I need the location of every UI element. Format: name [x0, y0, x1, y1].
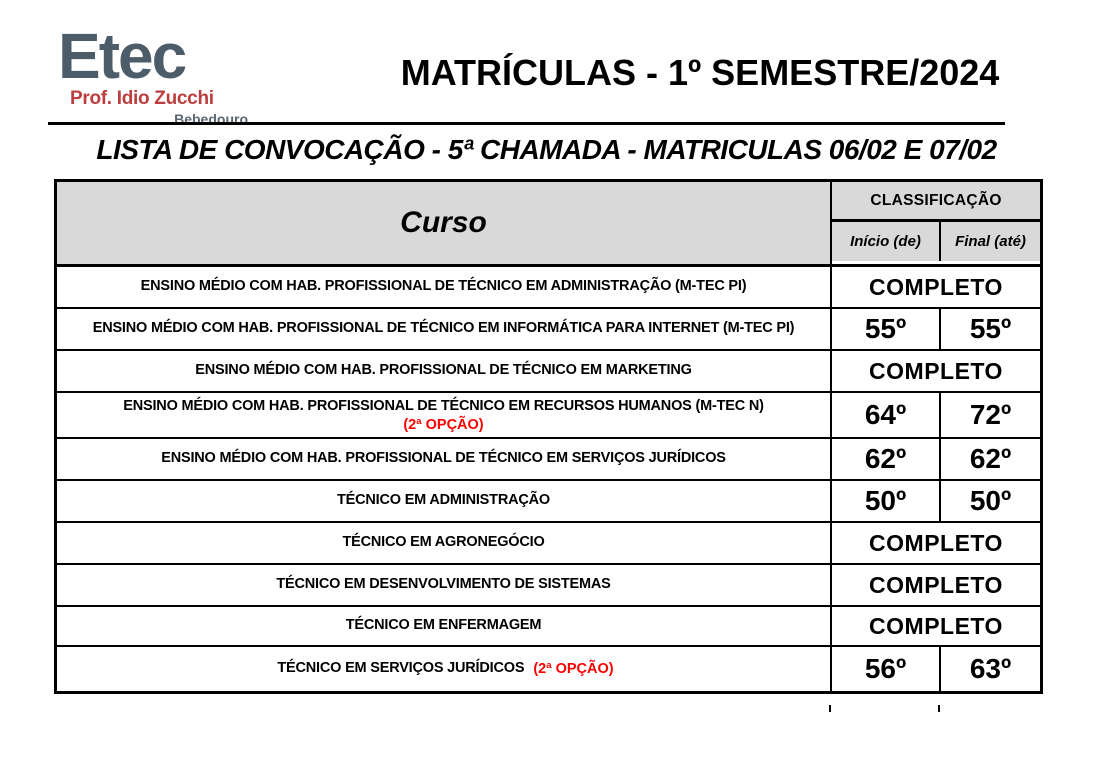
- final-value: 55º: [969, 313, 1012, 344]
- course-name: ENSINO MÉDIO COM HAB. PROFISSIONAL DE TÉ…: [92, 320, 795, 337]
- course-option-note: (2ª OPÇÃO): [533, 661, 614, 677]
- table-row: TÉCNICO EM AGRONEGÓCIO COMPLETO: [57, 521, 1040, 563]
- course-name: ENSINO MÉDIO COM HAB. PROFISSIONAL DE TÉ…: [140, 278, 747, 295]
- call-list-subtitle: LISTA DE CONVOCAÇÃO - 5ª CHAMADA - MATRI…: [96, 134, 997, 165]
- table-row: ENSINO MÉDIO COM HAB. PROFISSIONAL DE TÉ…: [57, 265, 1040, 307]
- logo-school-name: Prof. Idio Zucchi: [70, 88, 214, 109]
- final-value: 62º: [969, 443, 1012, 474]
- inicio-value: 62º: [864, 443, 907, 474]
- column-header-curso: Curso: [57, 182, 830, 264]
- table-row: TÉCNICO EM DESENVOLVIMENTO DE SISTEMAS C…: [57, 563, 1040, 605]
- course-name: TÉCNICO EM DESENVOLVIMENTO DE SISTEMAS: [276, 576, 611, 593]
- column-header-inicio: Início (de): [832, 222, 939, 261]
- status-value: COMPLETO: [869, 273, 1003, 300]
- school-logo: Etec Prof. Idio Zucchi Bebedouro: [58, 24, 258, 127]
- final-value: 72º: [969, 399, 1012, 430]
- column-header-classificacao: CLASSIFICAÇÃO: [832, 182, 1040, 222]
- logo-brand-text: Etec: [58, 20, 187, 92]
- inicio-value: 55º: [864, 313, 907, 344]
- course-name: TÉCNICO EM ADMINISTRAÇÃO: [337, 492, 550, 509]
- table-row: TÉCNICO EM ADMINISTRAÇÃO 50º 50º: [57, 479, 1040, 521]
- table-row: ENSINO MÉDIO COM HAB. PROFISSIONAL DE TÉ…: [57, 307, 1040, 349]
- status-value: COMPLETO: [869, 529, 1003, 556]
- course-name: TÉCNICO EM AGRONEGÓCIO: [342, 534, 545, 551]
- column-header-final: Final (até): [939, 222, 1040, 261]
- final-value: 50º: [969, 485, 1012, 516]
- table-row: ENSINO MÉDIO COM HAB. PROFISSIONAL DE TÉ…: [57, 437, 1040, 479]
- inicio-value: 64º: [864, 399, 907, 430]
- classification-subheaders: Início (de) Final (até): [832, 222, 1040, 261]
- column-header-classificacao-group: CLASSIFICAÇÃO Início (de) Final (até): [830, 182, 1040, 264]
- final-value: 63º: [969, 653, 1012, 684]
- table-row: TÉCNICO EM ENFERMAGEM COMPLETO: [57, 605, 1040, 645]
- table-row: ENSINO MÉDIO COM HAB. PROFISSIONAL DE TÉ…: [57, 391, 1040, 437]
- header-divider: [48, 122, 1005, 125]
- course-name: ENSINO MÉDIO COM HAB. PROFISSIONAL DE TÉ…: [161, 450, 726, 467]
- page-title: MATRÍCULAS - 1º SEMESTRE/2024: [400, 52, 1000, 93]
- course-option-note: (2ª OPÇÃO): [403, 416, 484, 433]
- table-row: TÉCNICO EM SERVIÇOS JURÍDICOS (2ª OPÇÃO)…: [57, 645, 1040, 691]
- table-header-row: Curso CLASSIFICAÇÃO Início (de) Final (a…: [57, 182, 1040, 265]
- course-name: ENSINO MÉDIO COM HAB. PROFISSIONAL DE TÉ…: [123, 398, 764, 415]
- convocation-table: Curso CLASSIFICAÇÃO Início (de) Final (a…: [54, 179, 1043, 694]
- table-edge-stub: [829, 705, 831, 712]
- inicio-value: 50º: [864, 485, 907, 516]
- course-name: ENSINO MÉDIO COM HAB. PROFISSIONAL DE TÉ…: [195, 362, 692, 379]
- course-name: TÉCNICO EM ENFERMAGEM: [345, 617, 542, 634]
- table-edge-stub: [938, 705, 940, 712]
- table-row: ENSINO MÉDIO COM HAB. PROFISSIONAL DE TÉ…: [57, 349, 1040, 391]
- status-value: COMPLETO: [869, 571, 1003, 598]
- status-value: COMPLETO: [869, 357, 1003, 384]
- status-value: COMPLETO: [869, 612, 1003, 639]
- course-name: TÉCNICO EM SERVIÇOS JURÍDICOS: [277, 660, 525, 677]
- inicio-value: 56º: [864, 653, 907, 684]
